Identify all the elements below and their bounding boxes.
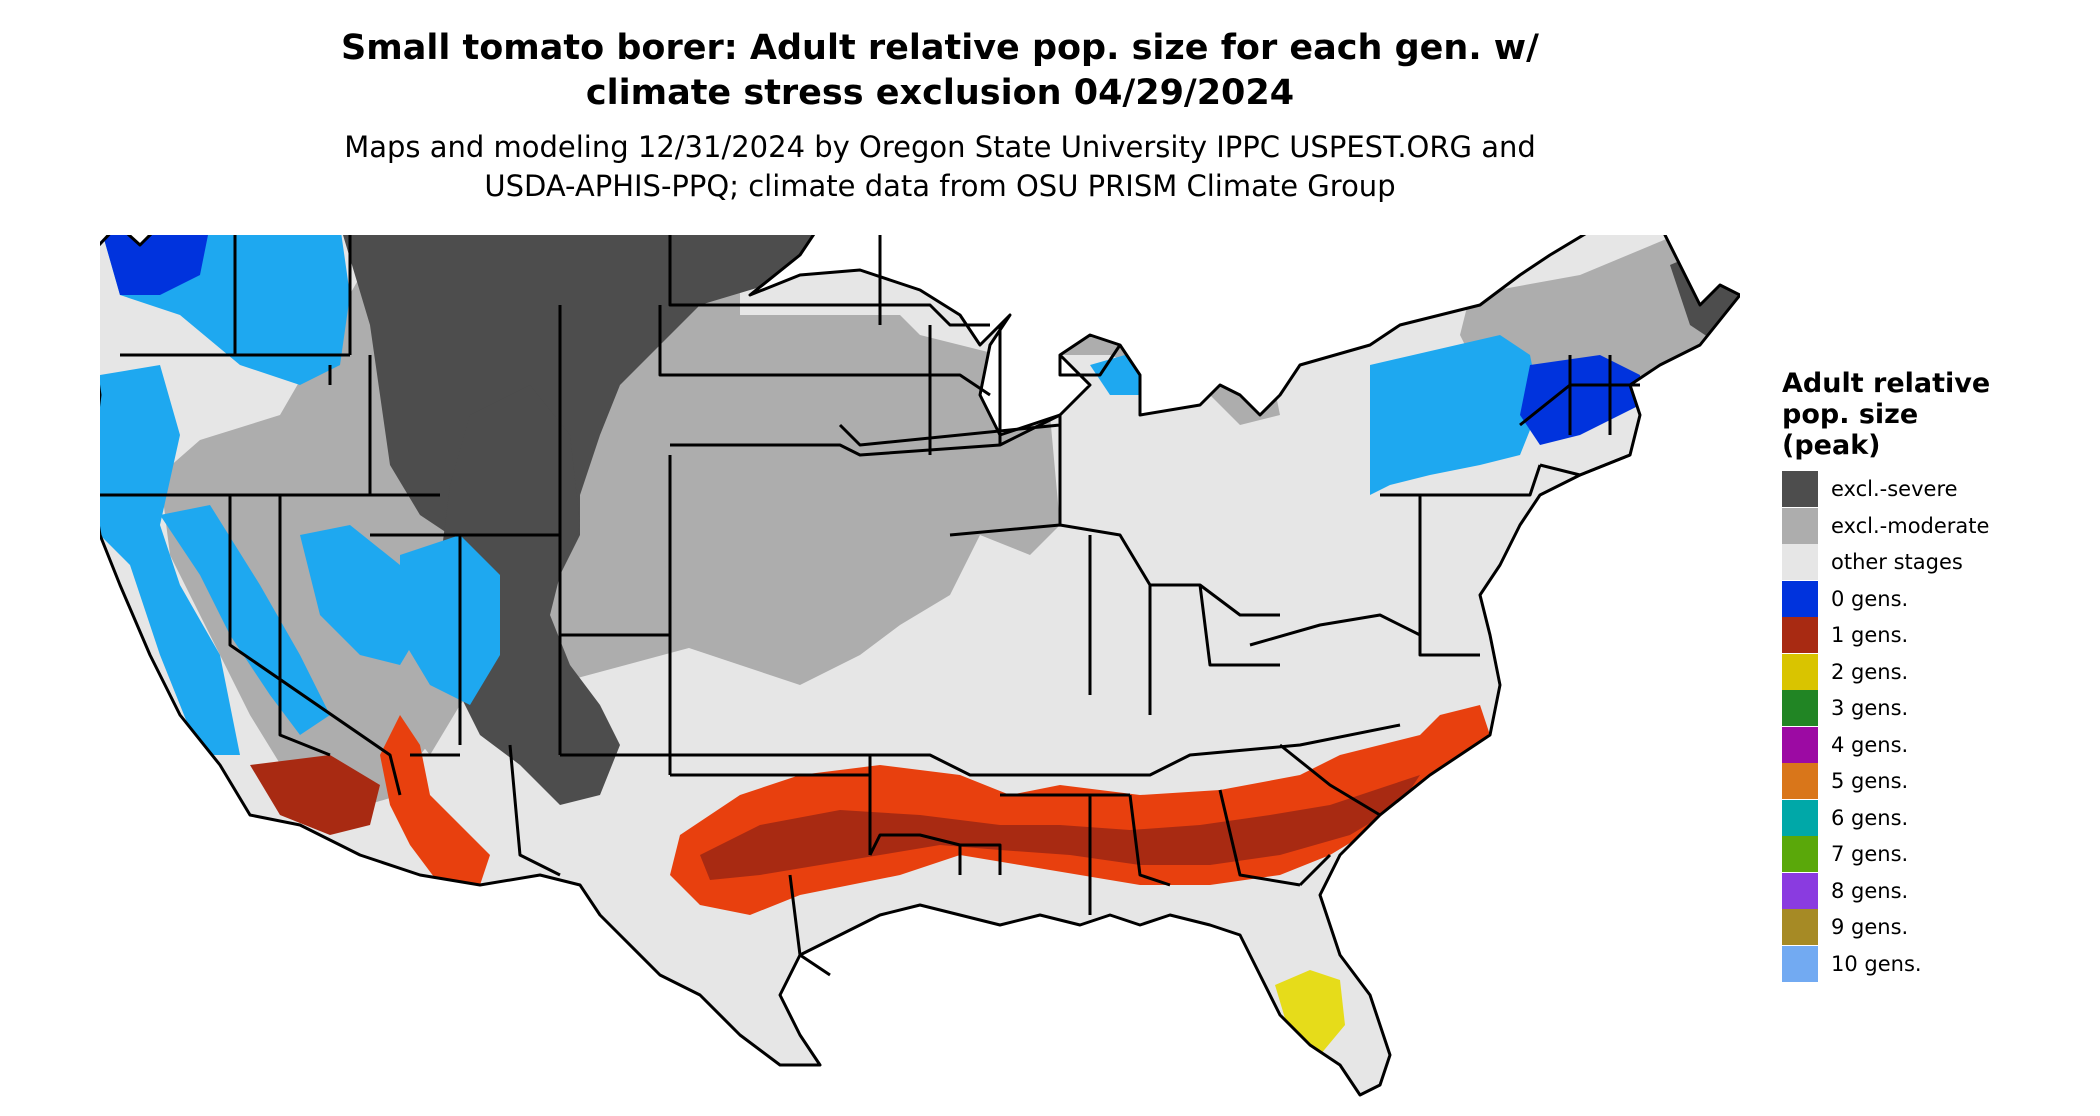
legend: Adult relative pop. size (peak) excl.-se… (1782, 368, 2042, 982)
legend-title-line1: Adult relative (1782, 368, 1991, 399)
legend-label: 0 gens. (1831, 586, 1909, 611)
legend-swatch (1782, 726, 1818, 763)
legend-item: 6 gens. (1782, 799, 2042, 837)
region-0gen-colorado (400, 535, 500, 705)
region-0gen-mich-east (1190, 335, 1275, 385)
legend-label: 5 gens. (1831, 769, 1909, 794)
legend-swatch (1782, 836, 1818, 873)
legend-swatch (1782, 763, 1818, 800)
region-1gen-arizona (380, 715, 490, 885)
legend-item: excl.-moderate (1782, 507, 2042, 545)
legend-item: other stages (1782, 544, 2042, 581)
state-lines (100, 235, 1640, 977)
region-0gen-sierra (160, 505, 330, 735)
legend-label: 7 gens. (1831, 842, 1909, 867)
legend-label: 4 gens. (1831, 732, 1909, 757)
legend-item: 5 gens. (1782, 763, 2042, 800)
map-subtitle-line2: USDA-APHIS-PPQ; climate data from OSU PR… (484, 169, 1396, 203)
legend-title-line2: pop. size (1782, 399, 1919, 430)
map-subtitle-line1: Maps and modeling 12/31/2024 by Oregon S… (344, 130, 1536, 164)
map-subtitle: Maps and modeling 12/31/2024 by Oregon S… (240, 128, 1640, 206)
region-0gen-newyork (1370, 335, 1540, 495)
region-0gen-greatbasin (300, 525, 430, 665)
legend-swatch (1782, 690, 1818, 727)
map-title: Small tomato borer: Adult relative pop. … (240, 26, 1640, 116)
legend-item: 3 gens. (1782, 690, 2042, 727)
map-title-line2: climate stress exclusion 04/29/2024 (585, 73, 1295, 113)
region-moderate-greatlakes (1010, 295, 1280, 425)
map-title-line1: Small tomato borer: Adult relative pop. … (341, 28, 1539, 68)
us-outline (100, 235, 1740, 1097)
region-severe-rockies (440, 385, 620, 805)
legend-swatch (1782, 909, 1818, 946)
legend-swatch (1782, 544, 1818, 581)
legend-swatch (1782, 799, 1818, 836)
legend-item: 9 gens. (1782, 909, 2042, 946)
legend-label: 9 gens. (1831, 915, 1909, 940)
legend-item: 2 gens. (1782, 653, 2042, 691)
legend-item: 0 gens. (1782, 580, 2042, 618)
legend-label: 1 gens. (1831, 623, 1909, 648)
region-moderate-plains (660, 315, 1060, 685)
legend-item: 4 gens. (1782, 726, 2042, 764)
region-0gen-cascades (100, 365, 240, 755)
legend-label: 2 gens. (1831, 659, 1909, 684)
legend-label: other stages (1831, 550, 1963, 575)
legend-item: 10 gens. (1782, 945, 2042, 983)
region-0gen-northwest-dark (100, 235, 210, 295)
legend-label: 6 gens. (1831, 805, 1909, 830)
legend-item: 8 gens. (1782, 872, 2042, 910)
legend-swatch (1782, 653, 1818, 690)
legend-item: 1 gens. (1782, 617, 2042, 654)
legend-swatch (1782, 617, 1818, 654)
legend-swatch (1782, 872, 1818, 909)
region-1gen-southern-core (700, 775, 1420, 880)
map-fill-layer (100, 235, 1740, 1095)
legend-label: 3 gens. (1831, 696, 1909, 721)
legend-label: excl.-severe (1831, 477, 1958, 502)
region-1gen-socal (250, 755, 380, 835)
legend-items: excl.-severe excl.-moderate other stages 0 … (1782, 471, 2042, 982)
legend-title-line3: (peak) (1782, 430, 1881, 461)
region-1gen-southern-belt (670, 705, 1490, 915)
us-map (100, 235, 1740, 1097)
legend-swatch (1782, 945, 1818, 982)
legend-label: 10 gens. (1831, 951, 1922, 976)
state-borders (100, 235, 1740, 1097)
legend-swatch (1782, 471, 1818, 508)
legend-item: excl.-severe (1782, 471, 2042, 508)
legend-label: 8 gens. (1831, 878, 1909, 903)
legend-label: excl.-moderate (1831, 513, 1990, 538)
legend-swatch (1782, 507, 1818, 544)
legend-title: Adult relative pop. size (peak) (1782, 368, 2042, 461)
legend-swatch (1782, 580, 1818, 617)
legend-item: 7 gens. (1782, 836, 2042, 873)
